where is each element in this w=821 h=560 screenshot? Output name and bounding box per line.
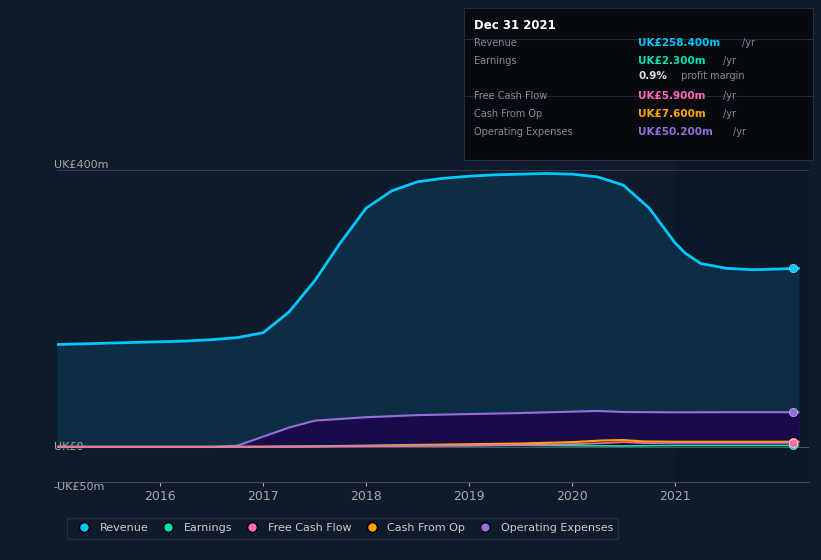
Text: profit margin: profit margin	[678, 71, 745, 81]
Text: Free Cash Flow: Free Cash Flow	[475, 91, 548, 101]
Bar	[675, 160, 809, 482]
Text: /yr: /yr	[723, 109, 736, 119]
Text: 0.9%: 0.9%	[639, 71, 667, 81]
Text: Revenue: Revenue	[475, 38, 517, 48]
Text: UK£258.400m: UK£258.400m	[639, 38, 721, 48]
Text: /yr: /yr	[723, 56, 736, 66]
Text: /yr: /yr	[723, 91, 736, 101]
Text: Operating Expenses: Operating Expenses	[475, 127, 573, 137]
Legend: Revenue, Earnings, Free Cash Flow, Cash From Op, Operating Expenses: Revenue, Earnings, Free Cash Flow, Cash …	[67, 518, 618, 539]
Text: /yr: /yr	[741, 38, 754, 48]
Text: UK£7.600m: UK£7.600m	[639, 109, 706, 119]
Text: Cash From Op: Cash From Op	[475, 109, 543, 119]
Text: UK£50.200m: UK£50.200m	[639, 127, 713, 137]
Text: /yr: /yr	[732, 127, 745, 137]
Text: UK£0: UK£0	[53, 442, 83, 452]
Text: Earnings: Earnings	[475, 56, 517, 66]
Text: UK£2.300m: UK£2.300m	[639, 56, 706, 66]
Text: Dec 31 2021: Dec 31 2021	[475, 19, 556, 32]
Text: -UK£50m: -UK£50m	[53, 482, 105, 492]
Text: UK£5.900m: UK£5.900m	[639, 91, 706, 101]
Text: UK£400m: UK£400m	[53, 160, 108, 170]
